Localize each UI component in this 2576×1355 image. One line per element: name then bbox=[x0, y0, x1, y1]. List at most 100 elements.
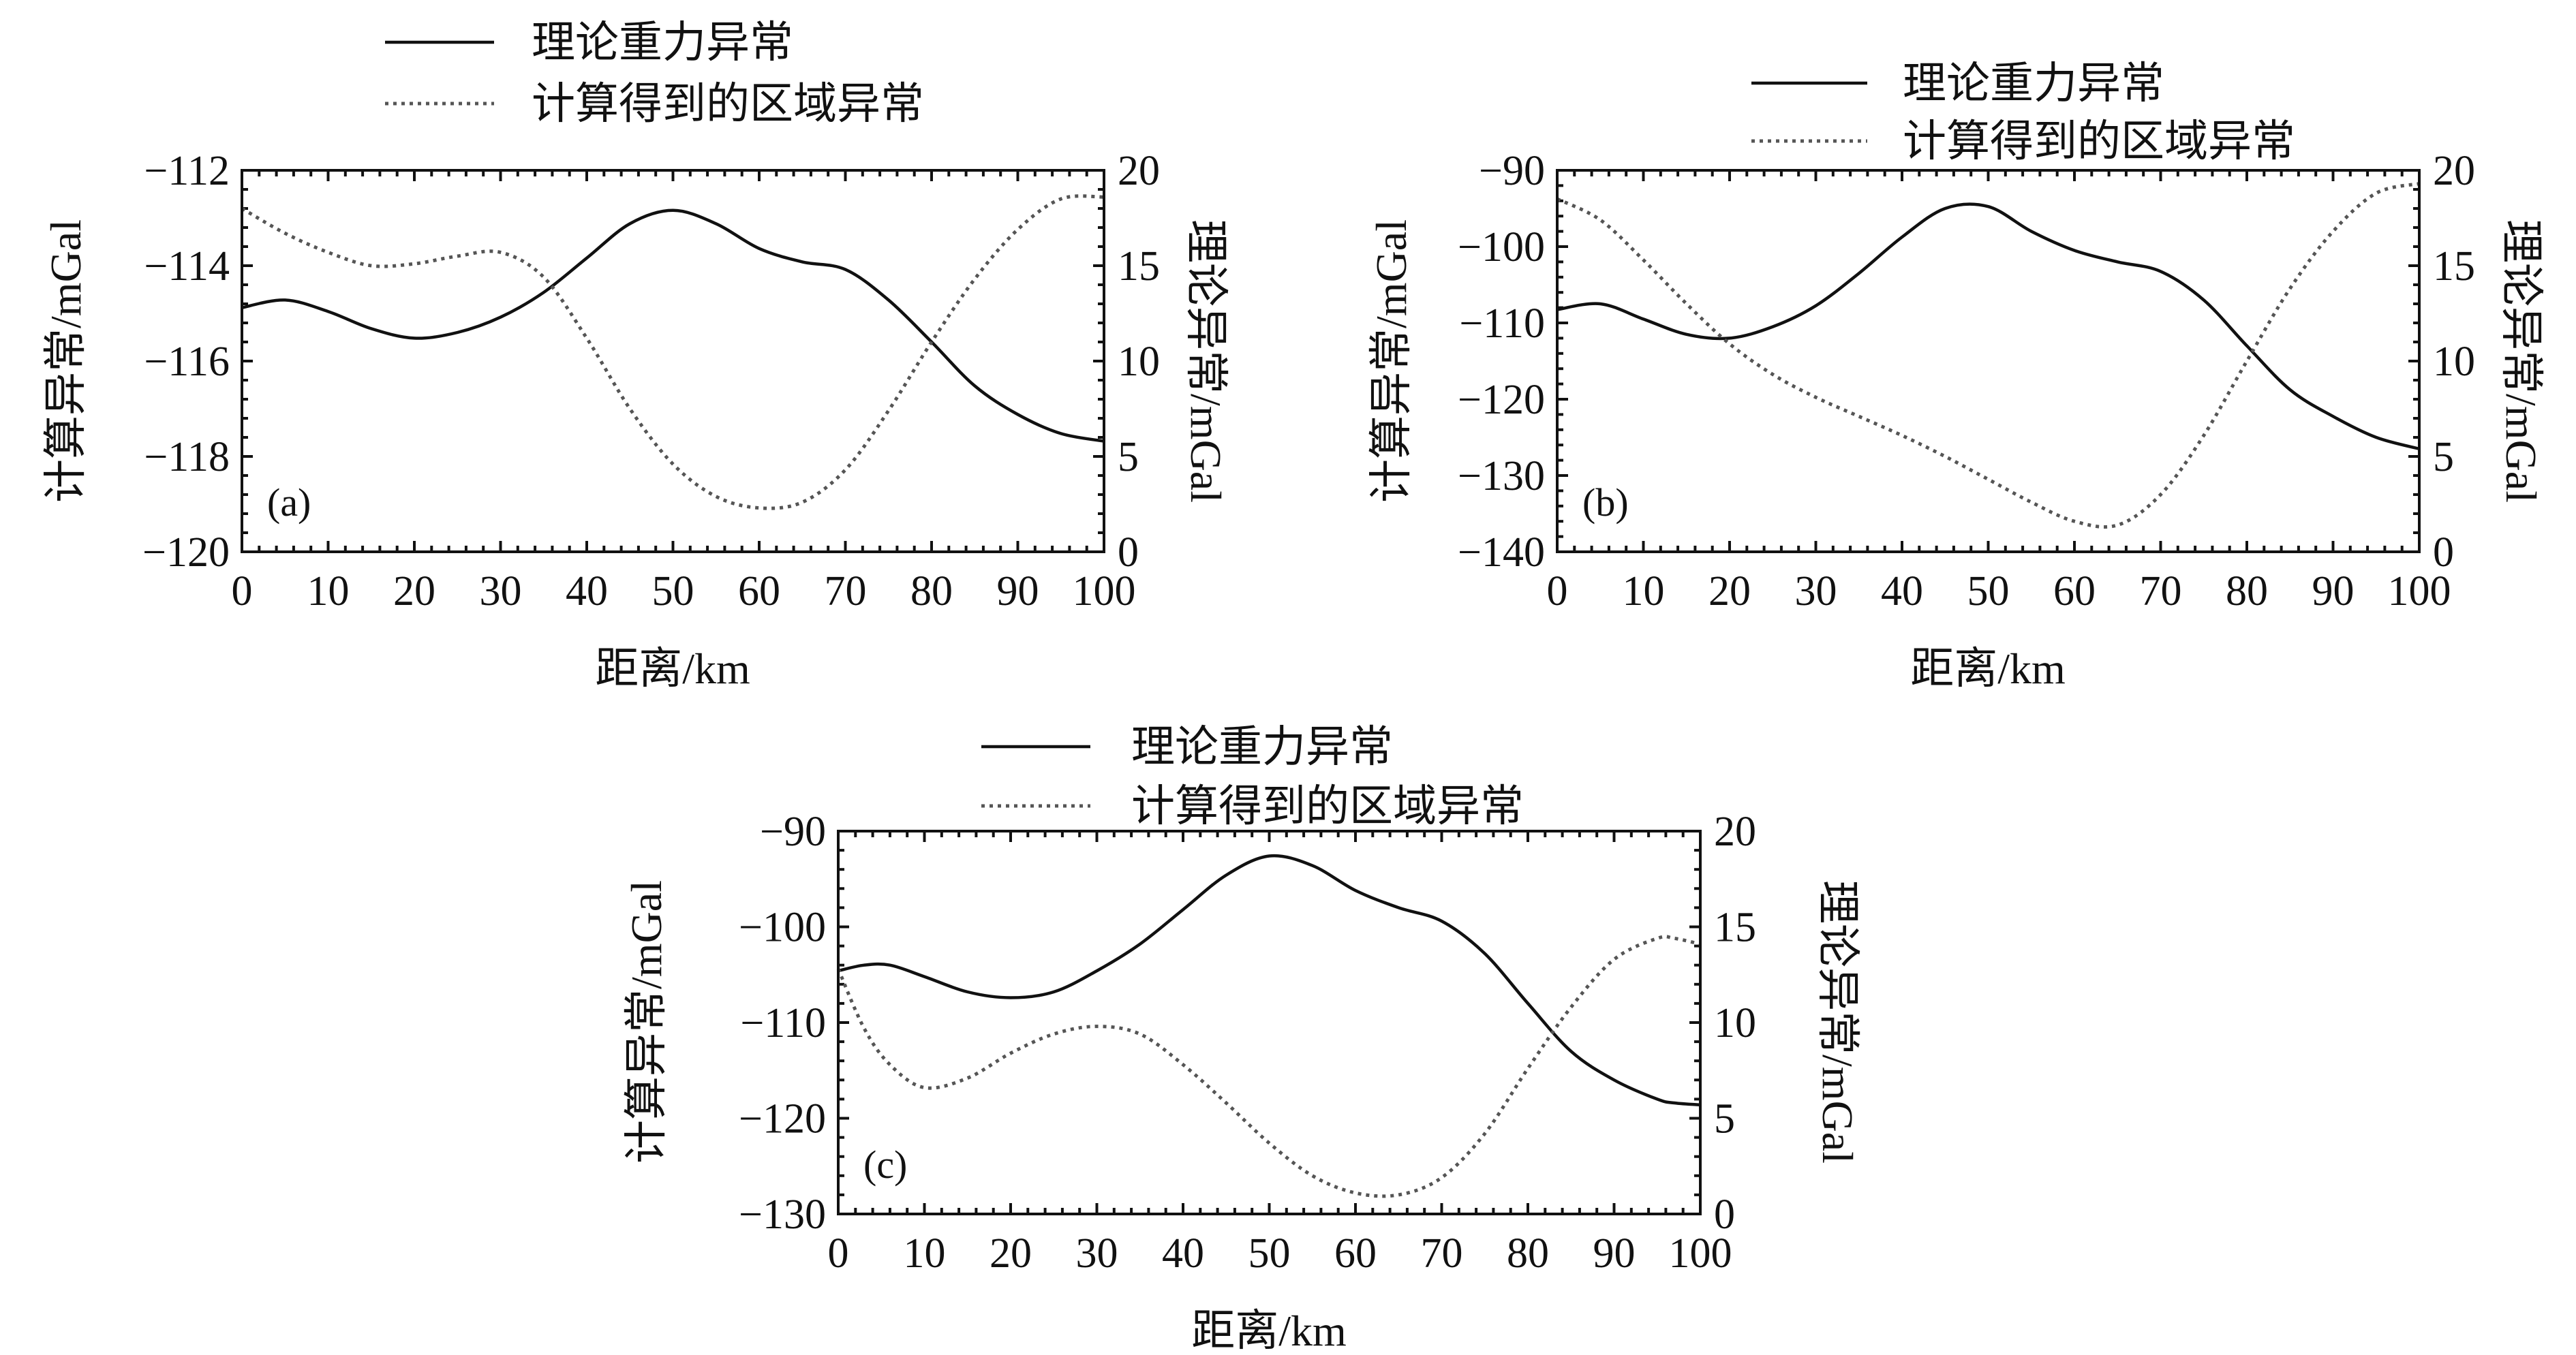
x-tick-label: 50 bbox=[1967, 568, 2010, 614]
x-tick-label: 0 bbox=[1547, 568, 1568, 614]
tick-labels-a: 0 10 20 30 40 50 60 70 80 90 100−112−114−116−118−1… bbox=[142, 148, 1160, 614]
legend-solid-label: 理论重力异常 bbox=[1131, 723, 1393, 771]
x-axis-title-c: 距离/km bbox=[1191, 1307, 1347, 1355]
x-tick-label: 80 bbox=[2226, 568, 2268, 614]
panel-label-b: (b) bbox=[1582, 480, 1629, 525]
x-tick-label: 60 bbox=[2053, 568, 2096, 614]
x-tick-label: 40 bbox=[566, 568, 608, 614]
chart-panel-b: 理论重力异常 计算得到的区域异常 0 10 20 30 40 50 60 70 80 90 100−… bbox=[1367, 59, 2545, 693]
x-tick-label: 30 bbox=[1795, 568, 1837, 614]
x-tick-label: 60 bbox=[1334, 1230, 1377, 1277]
x-tick-label: 80 bbox=[910, 568, 953, 614]
y-left-tick-label: −110 bbox=[1459, 300, 1545, 347]
x-tick-label: 80 bbox=[1507, 1230, 1549, 1277]
y-left-tick-label: −120 bbox=[739, 1096, 826, 1142]
y-right-tick-label: 0 bbox=[1118, 529, 1139, 576]
y-left-tick-label: −120 bbox=[142, 529, 230, 576]
legend-dotted-label: 计算得到的区域异常 bbox=[1131, 782, 1524, 830]
chart-panel-c: 理论重力异常 计算得到的区域异常 0 10 20 30 40 50 60 70 80 90 100−… bbox=[622, 723, 1862, 1355]
y-right-tick-label: 10 bbox=[2433, 339, 2475, 385]
computed-regional-anomaly-line bbox=[1556, 182, 2420, 529]
y-right-tick-label: 20 bbox=[1714, 809, 1756, 855]
x-tick-label: 100 bbox=[1669, 1230, 1732, 1277]
y-right-tick-label: 15 bbox=[1714, 905, 1756, 951]
y-right-tick-label: 20 bbox=[2433, 148, 2475, 194]
y-axis-left-title-c: 计算异常/mGal bbox=[622, 880, 671, 1164]
tick-labels-c: 0 10 20 30 40 50 60 70 80 90 100−90−100−110−120−13… bbox=[739, 809, 1756, 1277]
y-right-tick-label: 0 bbox=[1714, 1192, 1735, 1238]
y-left-tick-label: −100 bbox=[1458, 224, 1545, 270]
y-left-tick-label: −110 bbox=[740, 1000, 826, 1046]
legend-solid-label: 理论重力异常 bbox=[532, 18, 793, 67]
series-c bbox=[836, 854, 1701, 1198]
computed-regional-anomaly-line bbox=[836, 935, 1701, 1198]
series-a bbox=[241, 194, 1105, 510]
x-tick-label: 30 bbox=[1076, 1230, 1118, 1277]
legend-b: 理论重力异常 计算得到的区域异常 bbox=[1751, 59, 2295, 166]
y-right-tick-label: 10 bbox=[1118, 339, 1160, 385]
y-left-tick-label: −114 bbox=[144, 243, 230, 290]
x-tick-label: 100 bbox=[2388, 568, 2451, 614]
x-tick-label: 70 bbox=[1421, 1230, 1463, 1277]
y-left-tick-label: −90 bbox=[1479, 148, 1545, 194]
x-tick-label: 100 bbox=[1073, 568, 1136, 614]
x-axis-title-b: 距离/km bbox=[1910, 644, 2066, 693]
x-tick-label: 10 bbox=[904, 1230, 946, 1277]
computed-regional-anomaly-line bbox=[241, 194, 1105, 510]
x-tick-label: 50 bbox=[652, 568, 694, 614]
x-tick-label: 60 bbox=[738, 568, 780, 614]
y-axis-left-title-a: 计算异常/mGal bbox=[42, 219, 90, 503]
x-tick-label: 10 bbox=[307, 568, 350, 614]
x-tick-label: 20 bbox=[990, 1230, 1032, 1277]
y-right-tick-label: 5 bbox=[1714, 1096, 1735, 1142]
y-right-tick-label: 15 bbox=[1118, 243, 1160, 290]
x-tick-label: 50 bbox=[1248, 1230, 1291, 1277]
legend-a: 理论重力异常 计算得到的区域异常 bbox=[385, 18, 924, 128]
legend-dotted-label: 计算得到的区域异常 bbox=[1903, 117, 2295, 166]
y-left-tick-label: −116 bbox=[144, 339, 230, 385]
y-left-tick-label: −90 bbox=[760, 809, 826, 855]
x-tick-label: 90 bbox=[1593, 1230, 1636, 1277]
tick-labels-b: 0 10 20 30 40 50 60 70 80 90 100−90−100−110−120−13… bbox=[1458, 148, 2475, 614]
x-tick-label: 10 bbox=[1623, 568, 1665, 614]
y-left-tick-label: −112 bbox=[144, 148, 230, 194]
legend-c: 理论重力异常 计算得到的区域异常 bbox=[981, 723, 1524, 830]
y-right-tick-label: 10 bbox=[1714, 1000, 1756, 1046]
theoretical-gravity-anomaly-line bbox=[1557, 202, 2420, 450]
panel-label-c: (c) bbox=[863, 1142, 907, 1187]
x-tick-label: 40 bbox=[1881, 568, 1923, 614]
y-right-tick-label: 20 bbox=[1118, 148, 1160, 194]
y-left-tick-label: −140 bbox=[1458, 529, 1545, 576]
x-tick-label: 90 bbox=[2312, 568, 2355, 614]
y-left-tick-label: −120 bbox=[1458, 377, 1545, 423]
x-axis-title-a: 距离/km bbox=[595, 644, 750, 693]
y-left-tick-label: −100 bbox=[739, 905, 826, 951]
y-right-tick-label: 15 bbox=[2433, 243, 2475, 290]
chart-panel-a: 理论重力异常 计算得到的区域异常 0 10 20 30 40 50 60 70 80 90 100−… bbox=[42, 18, 1230, 693]
y-left-tick-label: −118 bbox=[144, 434, 230, 480]
x-tick-label: 70 bbox=[825, 568, 867, 614]
y-axis-right-title-c: 理论异常/mGal bbox=[1813, 880, 1862, 1164]
y-right-tick-label: 0 bbox=[2433, 529, 2454, 576]
x-tick-label: 20 bbox=[393, 568, 435, 614]
plot-frame-a bbox=[241, 169, 1105, 553]
y-axis-right-title-a: 理论异常/mGal bbox=[1182, 219, 1230, 503]
y-axis-right-title-b: 理论异常/mGal bbox=[2497, 219, 2545, 503]
x-tick-label: 0 bbox=[232, 568, 253, 614]
x-tick-label: 90 bbox=[997, 568, 1039, 614]
x-tick-label: 20 bbox=[1708, 568, 1751, 614]
y-left-tick-label: −130 bbox=[1458, 453, 1545, 499]
legend-dotted-label: 计算得到的区域异常 bbox=[532, 80, 924, 128]
panel-label-a: (a) bbox=[267, 480, 311, 525]
plot-frame-b bbox=[1556, 169, 2421, 553]
x-tick-label: 40 bbox=[1162, 1230, 1204, 1277]
y-axis-left-title-b: 计算异常/mGal bbox=[1367, 219, 1415, 503]
theoretical-gravity-anomaly-line bbox=[838, 854, 1701, 1107]
plot-frame-c bbox=[837, 830, 1702, 1215]
x-tick-label: 0 bbox=[828, 1230, 849, 1277]
y-left-tick-label: −130 bbox=[739, 1192, 826, 1238]
x-tick-label: 30 bbox=[480, 568, 522, 614]
legend-solid-label: 理论重力异常 bbox=[1903, 59, 2164, 108]
